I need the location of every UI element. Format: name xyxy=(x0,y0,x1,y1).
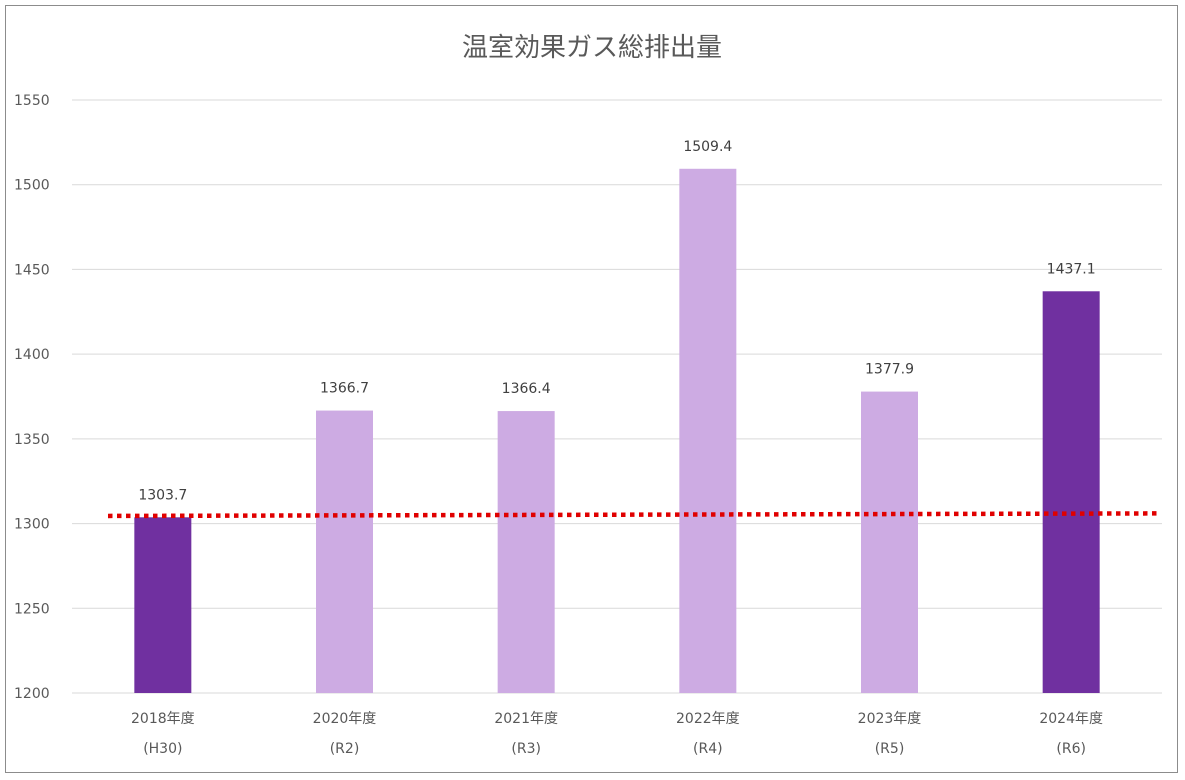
bar xyxy=(861,391,918,693)
y-tick-label: 1550 xyxy=(14,93,50,109)
x-category-label: 2024年度 xyxy=(1039,711,1103,727)
chart-frame xyxy=(5,5,1178,773)
gridlines xyxy=(72,99,1162,694)
x-category-label: 2022年度 xyxy=(676,711,740,727)
bar xyxy=(316,410,373,693)
x-category-label: 2021年度 xyxy=(494,711,558,727)
bar xyxy=(497,411,555,693)
data-labels: 1303.7 1366.7 1366.4 1509.4 1377.9 1437.1 xyxy=(138,139,1095,504)
data-label: 1303.7 xyxy=(138,487,187,503)
x-category-sublabel: (R2) xyxy=(330,741,360,757)
bar xyxy=(1042,291,1100,693)
data-label: 1366.7 xyxy=(320,381,369,397)
data-label: 1509.4 xyxy=(683,139,732,155)
y-tick-label: 1500 xyxy=(14,178,50,194)
x-axis-categories: 2018年度 (H30) 2020年度 (R2) 2021年度 (R3) 2022年度 (R4… xyxy=(131,711,1103,757)
y-axis-ticks: 1200 1250 1300 1350 1400 1450 1500 1550 xyxy=(14,93,50,702)
reference-line xyxy=(107,511,1161,519)
bars xyxy=(134,168,1100,694)
data-label: 1437.1 xyxy=(1047,261,1096,277)
chart-title: 温室効果ガス総排出量 xyxy=(462,33,722,63)
x-category-sublabel: (R6) xyxy=(1056,741,1086,757)
x-category-sublabel: (H30) xyxy=(143,741,182,757)
reference-line-layer xyxy=(107,511,1161,519)
y-tick-label: 1450 xyxy=(14,262,50,278)
data-label: 1377.9 xyxy=(865,362,914,378)
y-tick-label: 1200 xyxy=(14,686,50,702)
x-category-label: 2020年度 xyxy=(313,711,377,727)
y-tick-label: 1250 xyxy=(14,601,50,617)
x-category-sublabel: (R5) xyxy=(875,741,905,757)
x-category-sublabel: (R4) xyxy=(693,741,723,757)
x-category-label: 2018年度 xyxy=(131,711,195,727)
y-tick-label: 1400 xyxy=(14,347,50,363)
y-tick-label: 1350 xyxy=(14,432,50,448)
data-label: 1366.4 xyxy=(502,381,551,397)
x-category-label: 2023年度 xyxy=(858,711,922,727)
x-category-sublabel: (R3) xyxy=(511,741,541,757)
bar xyxy=(134,517,192,693)
bar xyxy=(679,168,737,694)
y-tick-label: 1300 xyxy=(14,517,50,533)
